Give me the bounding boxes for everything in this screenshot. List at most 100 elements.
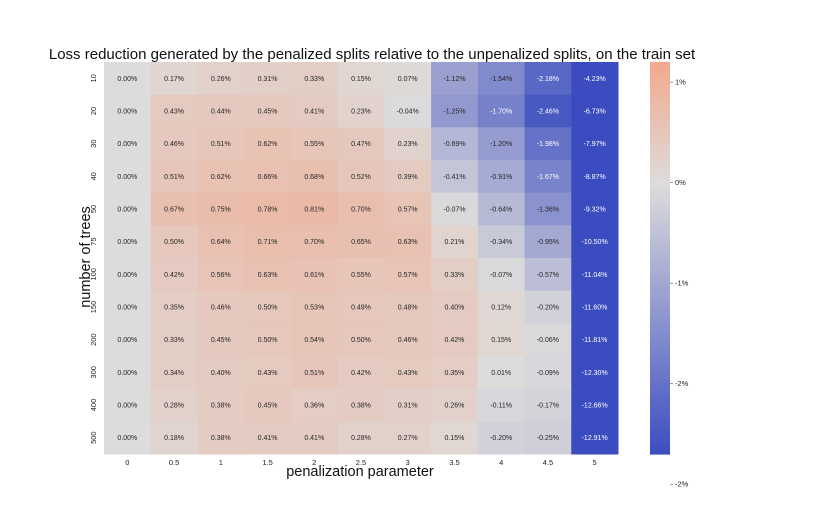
cell-value-label: 0.43% (258, 370, 278, 377)
colorbar-segment (650, 120, 670, 125)
heatmap-cell (197, 421, 245, 455)
cell-value-label: 0.27% (398, 435, 418, 442)
colorbar-segment (650, 169, 670, 174)
colorbar-segment (650, 62, 670, 66)
colorbar-segment (650, 323, 670, 328)
y-tick-label: 40 (89, 172, 98, 180)
cell-value-label: 0.42% (351, 370, 371, 377)
cell-value-label: 0.48% (398, 305, 418, 312)
cell-value-label: 0.62% (258, 141, 278, 148)
colorbar-segment (650, 202, 670, 207)
cell-value-label: 0.53% (304, 305, 324, 312)
colorbar-segment (650, 320, 670, 324)
heatmap-cell (150, 127, 198, 161)
cell-value-label: 0.47% (351, 141, 371, 148)
colorbar-segment (650, 231, 670, 236)
cell-value-label: -7.97% (584, 141, 606, 148)
cell-value-label: 0.54% (304, 337, 324, 344)
heatmap-cell (477, 421, 526, 455)
colorbar-segment (650, 375, 670, 380)
colorbar-segment (650, 342, 670, 347)
heatmap-cell (290, 421, 339, 455)
cell-value-label: 0.46% (398, 337, 418, 344)
cell-value-label: 0.45% (258, 109, 278, 116)
colorbar-segment (650, 91, 670, 96)
colorbar-segment (650, 199, 670, 204)
heatmap-cell (571, 127, 619, 161)
cell-value-label: 0.38% (351, 403, 371, 410)
cell-value-label: 0.66% (258, 174, 278, 181)
heatmap-cell (244, 421, 292, 455)
colorbar-segment (650, 75, 670, 79)
cell-value-label: -0.95% (537, 239, 559, 246)
colorbar-tick-label: -1% (675, 279, 689, 288)
cell-value-label: 0.00% (117, 370, 137, 377)
x-tick-label: 5 (593, 458, 597, 467)
colorbar-segment (650, 440, 670, 445)
heatmap-cell (244, 388, 292, 422)
cell-value-label: -1.36% (537, 207, 559, 214)
heatmap-cell (244, 127, 292, 161)
heatmap-cell (384, 356, 432, 390)
heatmap-cell (104, 192, 152, 226)
heatmap-cell (571, 62, 619, 96)
heatmap-cell (571, 290, 619, 324)
heatmap-cell (384, 192, 432, 226)
colorbar-segment (650, 424, 670, 429)
cell-value-label: 0.75% (211, 207, 231, 214)
cell-value-label: -1.54% (490, 76, 512, 83)
heatmap-cell (384, 94, 432, 128)
heatmap-cell (150, 225, 198, 259)
heatmap-cell (524, 94, 572, 128)
colorbar-segment (650, 88, 670, 92)
heatmap-cell (524, 62, 572, 96)
heatmap-cell (477, 323, 526, 357)
cell-value-label: 0.23% (351, 109, 371, 116)
heatmap-cell (290, 160, 339, 194)
colorbar-segment (650, 356, 670, 360)
heatmap-cell (244, 94, 292, 128)
cell-value-label: 0.39% (398, 174, 418, 181)
heatmap-cell (524, 225, 572, 259)
colorbar-segment (650, 359, 670, 364)
cell-value-label: 0.42% (445, 337, 465, 344)
colorbar-segment (650, 111, 670, 115)
heatmap-cell (337, 421, 385, 455)
cell-value-label: 0.07% (398, 76, 418, 83)
colorbar-segment (650, 346, 670, 351)
heatmap-cell (197, 127, 245, 161)
cell-value-label: 0.35% (164, 305, 184, 312)
cell-value-label: 0.33% (445, 272, 465, 279)
colorbar-segment (650, 414, 670, 419)
colorbar-segment (650, 388, 670, 393)
cell-value-label: -12.66% (582, 403, 608, 410)
colorbar-segment (650, 336, 670, 341)
colorbar-segment (650, 195, 670, 200)
colorbar-segment (650, 186, 670, 190)
cell-value-label: -9.32% (584, 207, 606, 214)
colorbar-segment (650, 287, 670, 292)
x-tick-label: 4.5 (543, 458, 553, 467)
colorbar-segment (650, 166, 670, 171)
cell-value-label: 0.00% (117, 109, 137, 116)
x-tick-label: 3 (406, 458, 410, 467)
heatmap-cell (337, 94, 385, 128)
heatmap-cell (337, 127, 385, 161)
heatmap-cell (104, 225, 152, 259)
colorbar-segment (650, 372, 670, 377)
colorbar-segment (650, 300, 670, 305)
cell-value-label: 0.12% (491, 305, 511, 312)
cell-value-label: 0.41% (304, 435, 324, 442)
colorbar-segment (650, 176, 670, 181)
cell-value-label: 0.21% (445, 239, 465, 246)
colorbar-segment (650, 411, 670, 416)
cell-value-label: 0.36% (304, 403, 324, 410)
y-tick-label: 400 (89, 399, 98, 412)
cell-value-label: 0.42% (164, 272, 184, 279)
heatmap-cell (524, 127, 572, 161)
heatmap-cell (337, 290, 385, 324)
cell-value-label: -0.69% (443, 141, 465, 148)
cell-value-label: 0.50% (258, 337, 278, 344)
heatmap-cell (337, 62, 385, 96)
